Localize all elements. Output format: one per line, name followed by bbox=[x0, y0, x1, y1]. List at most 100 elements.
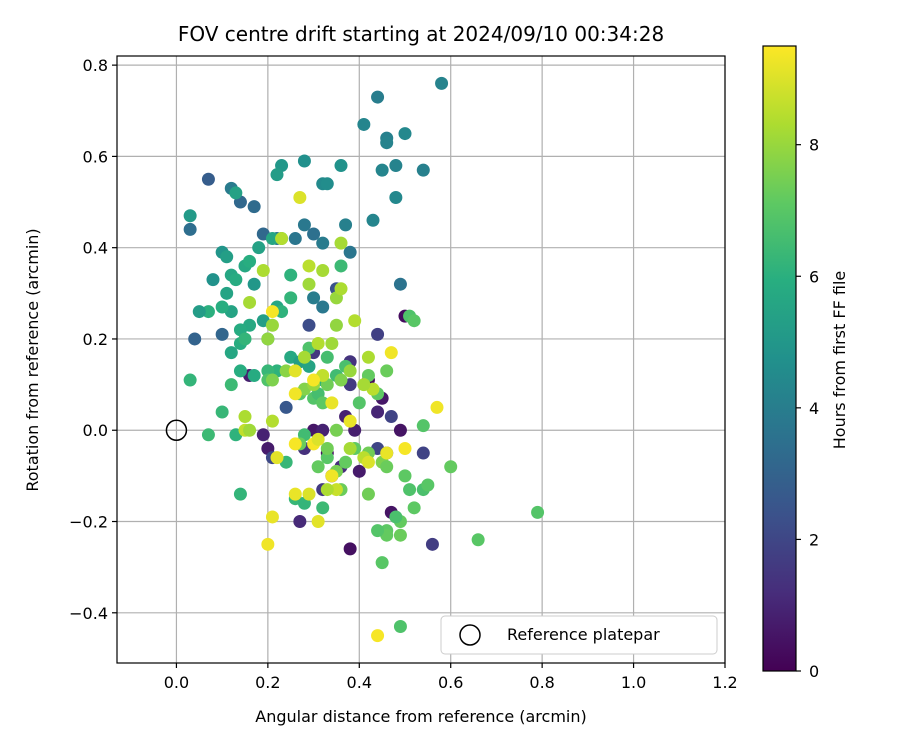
data-point bbox=[256, 264, 270, 278]
data-point bbox=[265, 414, 279, 428]
reference-point-marker bbox=[165, 419, 188, 441]
data-point bbox=[247, 200, 261, 214]
data-point bbox=[233, 487, 247, 501]
data-point bbox=[288, 232, 302, 246]
y-tick-label: 0.6 bbox=[83, 147, 108, 166]
x-tick-label: 0.6 bbox=[438, 673, 463, 692]
data-point bbox=[270, 168, 284, 182]
colorbar-frame bbox=[762, 45, 797, 672]
data-point bbox=[339, 455, 353, 469]
data-point bbox=[316, 396, 330, 410]
data-point bbox=[334, 236, 348, 250]
data-point bbox=[416, 163, 430, 177]
colorbar: 0 2 4 6 8 Hours from first FF file bbox=[762, 45, 849, 681]
colorbar-tick-label: 4 bbox=[809, 399, 819, 418]
legend: Reference platepar bbox=[440, 615, 718, 655]
data-point bbox=[238, 410, 252, 424]
data-point bbox=[380, 460, 394, 474]
y-tick-label: 0.0 bbox=[83, 421, 108, 440]
y-tick-label: 0.4 bbox=[83, 239, 108, 258]
colorbar-tick-label: 0 bbox=[809, 662, 819, 681]
data-point bbox=[398, 127, 412, 141]
data-point bbox=[201, 172, 215, 186]
data-point bbox=[284, 291, 298, 305]
data-point bbox=[256, 428, 270, 442]
data-point bbox=[371, 524, 385, 538]
colorbar-tick-label: 6 bbox=[809, 267, 819, 286]
data-point bbox=[233, 364, 247, 378]
data-point bbox=[201, 428, 215, 442]
data-point bbox=[316, 236, 330, 250]
data-point bbox=[229, 186, 243, 200]
data-point bbox=[220, 250, 234, 264]
data-point bbox=[302, 487, 316, 501]
data-point bbox=[352, 464, 366, 478]
data-point bbox=[393, 423, 407, 437]
x-tick-label: 0.8 bbox=[529, 673, 554, 692]
data-point bbox=[243, 423, 257, 437]
data-point bbox=[220, 286, 234, 300]
data-point bbox=[297, 154, 311, 168]
data-point bbox=[265, 305, 279, 319]
data-point bbox=[297, 218, 311, 232]
data-point bbox=[348, 314, 362, 328]
data-point bbox=[288, 437, 302, 451]
data-point bbox=[320, 451, 334, 465]
data-point bbox=[444, 460, 458, 474]
data-point bbox=[371, 90, 385, 104]
plot-frame bbox=[116, 55, 726, 664]
data-point bbox=[192, 305, 206, 319]
data-point bbox=[302, 318, 316, 332]
data-point bbox=[297, 350, 311, 364]
data-point bbox=[265, 232, 279, 246]
data-point bbox=[343, 441, 357, 455]
data-point bbox=[357, 117, 371, 131]
data-point bbox=[311, 460, 325, 474]
y-axis-label: Rotation from reference (arcmin) bbox=[23, 228, 42, 491]
data-point bbox=[265, 510, 279, 524]
data-point bbox=[206, 273, 220, 287]
y-tick-label: −0.4 bbox=[69, 604, 108, 623]
data-point bbox=[380, 136, 394, 150]
data-point bbox=[371, 629, 385, 643]
data-point bbox=[188, 332, 202, 346]
data-point bbox=[288, 364, 302, 378]
data-point bbox=[325, 337, 339, 351]
data-point bbox=[352, 396, 366, 410]
colorbar-ticks: 0 2 4 6 8 bbox=[796, 136, 819, 681]
x-tick-label: 1.0 bbox=[621, 673, 646, 692]
data-point bbox=[334, 259, 348, 273]
colorbar-tick-label: 2 bbox=[809, 530, 819, 549]
data-point bbox=[416, 419, 430, 433]
data-point bbox=[224, 346, 238, 360]
data-point bbox=[320, 483, 334, 497]
data-point bbox=[393, 619, 407, 633]
data-point bbox=[316, 501, 330, 515]
data-point bbox=[325, 396, 339, 410]
data-point bbox=[265, 318, 279, 332]
data-point bbox=[361, 455, 375, 469]
data-point bbox=[183, 209, 197, 223]
data-point bbox=[393, 277, 407, 291]
data-point bbox=[425, 537, 439, 551]
data-point bbox=[243, 295, 257, 309]
x-tick-label: 0.4 bbox=[347, 673, 372, 692]
data-point bbox=[311, 337, 325, 351]
data-point bbox=[343, 542, 357, 556]
data-point bbox=[215, 300, 229, 314]
data-point bbox=[380, 364, 394, 378]
data-point bbox=[343, 414, 357, 428]
x-tick-label: 0.2 bbox=[255, 673, 280, 692]
data-point bbox=[215, 327, 229, 341]
data-point bbox=[361, 350, 375, 364]
data-point bbox=[380, 446, 394, 460]
chart-title: FOV centre drift starting at 2024/09/10 … bbox=[178, 22, 664, 46]
data-point bbox=[265, 373, 279, 387]
data-point bbox=[471, 533, 485, 547]
data-point bbox=[293, 515, 307, 529]
x-axis-label: Angular distance from reference (arcmin) bbox=[255, 707, 586, 726]
data-point bbox=[389, 190, 403, 204]
data-point bbox=[407, 314, 421, 328]
data-point bbox=[531, 505, 545, 519]
data-point bbox=[247, 277, 261, 291]
